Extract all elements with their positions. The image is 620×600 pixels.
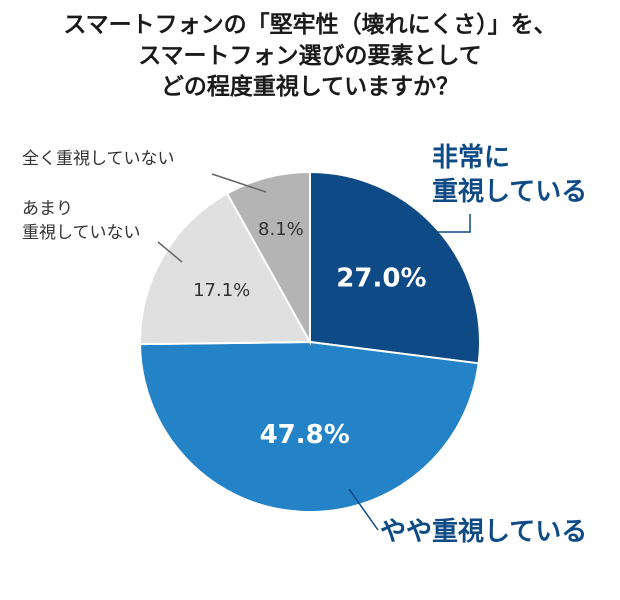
slice-value-label-3: 17.1% xyxy=(193,280,250,301)
slice-category-label-1-line-1: 非常に xyxy=(432,143,510,173)
pie-slice-4 xyxy=(225,170,311,346)
slice-category-label-4-line-1: 全く重視していない xyxy=(22,149,175,169)
pie-slice-2 xyxy=(138,340,480,513)
leader-line-3 xyxy=(157,241,183,263)
leader-line-4 xyxy=(211,173,267,193)
pie-slice-1 xyxy=(309,170,482,365)
chart-title: スマートフォンの「堅牢性（壊れにくさ）」を、 スマートフォン選びの要素として ど… xyxy=(0,10,620,103)
pie-slice-3 xyxy=(139,192,312,346)
title-line-3: どの程度重視していますか？ xyxy=(160,74,460,100)
slice-category-label-1-line-2: 重視している xyxy=(432,177,587,207)
title-line-2: スマートフォン選びの要素として xyxy=(138,43,482,69)
leader-line-1 xyxy=(430,214,471,233)
slice-category-label-3-line-1: あまり xyxy=(22,199,73,219)
slice-category-label-3-line-2: 重視していない xyxy=(22,223,141,243)
slice-value-label-4: 8.1% xyxy=(258,219,304,240)
title-line-1: スマートフォンの「堅牢性（壊れにくさ）」を、 xyxy=(63,12,557,38)
leader-line-2 xyxy=(348,488,379,531)
slice-value-label-1: 27.0% xyxy=(336,264,426,294)
slice-category-label-2-line-1: やや重視している xyxy=(380,517,587,547)
slice-value-label-2: 47.8% xyxy=(260,420,350,450)
